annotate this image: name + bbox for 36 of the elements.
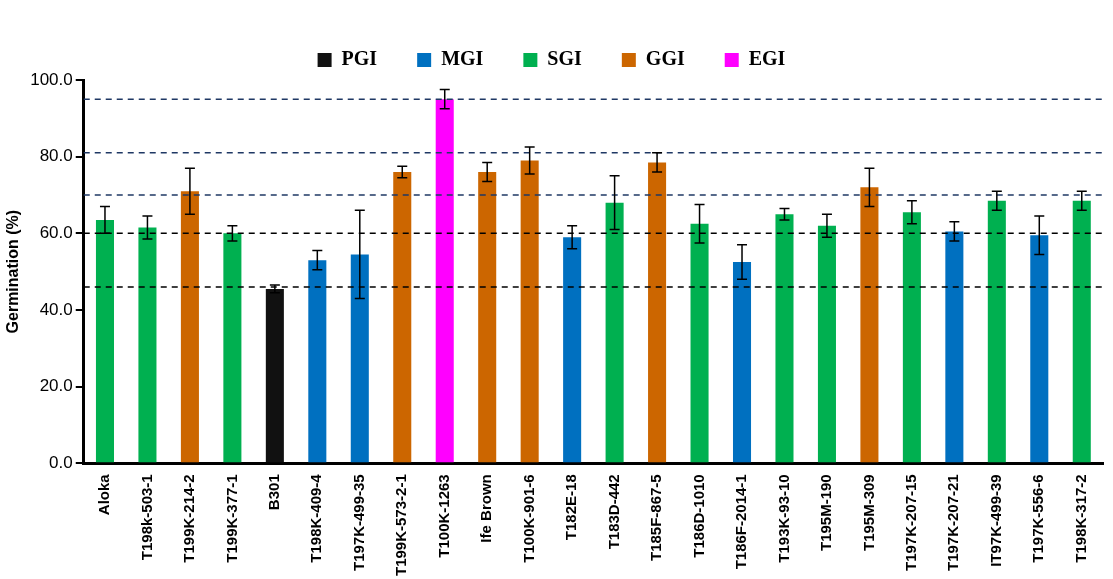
- x-tick-label: T186D-1010: [689, 474, 707, 558]
- x-tick-label: T197K-499-35: [349, 474, 367, 572]
- y-tick-label: 0.0: [49, 452, 73, 472]
- x-tick-label: T185F-867-5: [647, 474, 665, 561]
- x-tick-label: T195M-190: [817, 474, 835, 551]
- x-tick-label: T193K-93-10: [774, 474, 792, 563]
- x-tick-label: T100K-901-6: [519, 474, 537, 563]
- x-tick-label: Ife Brown: [477, 474, 495, 543]
- x-tick-label: T199K-377-1: [222, 474, 240, 563]
- x-tick-label: T197K-207-15: [902, 474, 920, 572]
- y-tick-label: 20.0: [39, 376, 73, 396]
- y-tick-label: 60.0: [39, 223, 73, 242]
- x-tick-label: T199K-573-2-1: [392, 474, 410, 576]
- x-tick-label: T197K-207-21: [944, 474, 962, 572]
- y-axis-title: Germination (%): [4, 209, 22, 334]
- x-tick-label: T198K-409-4: [307, 473, 325, 563]
- legend-label: PGI: [341, 47, 378, 70]
- legend-label: GGI: [645, 47, 685, 70]
- x-tick-label: T198k-503-1: [137, 474, 155, 561]
- x-tick-label: T182E-18: [562, 474, 580, 541]
- y-tick-label: 40.0: [39, 299, 73, 319]
- x-tick-label: T199K-214-2: [180, 474, 198, 563]
- y-tick-label: 80.0: [39, 146, 73, 166]
- x-tick-label: T198K-317-2: [1071, 474, 1089, 563]
- x-tick-label: IT97K-499-39: [986, 474, 1004, 567]
- x-tick-label: T183D-442: [604, 474, 622, 550]
- x-tick-label: Aloka: [95, 473, 113, 516]
- y-tick-label: 100.0: [30, 69, 73, 89]
- x-tick-label: T197K-556-6: [1029, 474, 1047, 563]
- x-tick-label: B301: [264, 474, 282, 511]
- x-tick-label: T186F-2014-1: [732, 474, 750, 570]
- legend-label: MGI: [441, 47, 484, 70]
- legend-label: EGI: [748, 47, 786, 70]
- x-tick-label: T100K-1263: [434, 474, 452, 558]
- legend-label: SGI: [547, 47, 583, 70]
- x-tick-label: T195M-309: [859, 474, 877, 551]
